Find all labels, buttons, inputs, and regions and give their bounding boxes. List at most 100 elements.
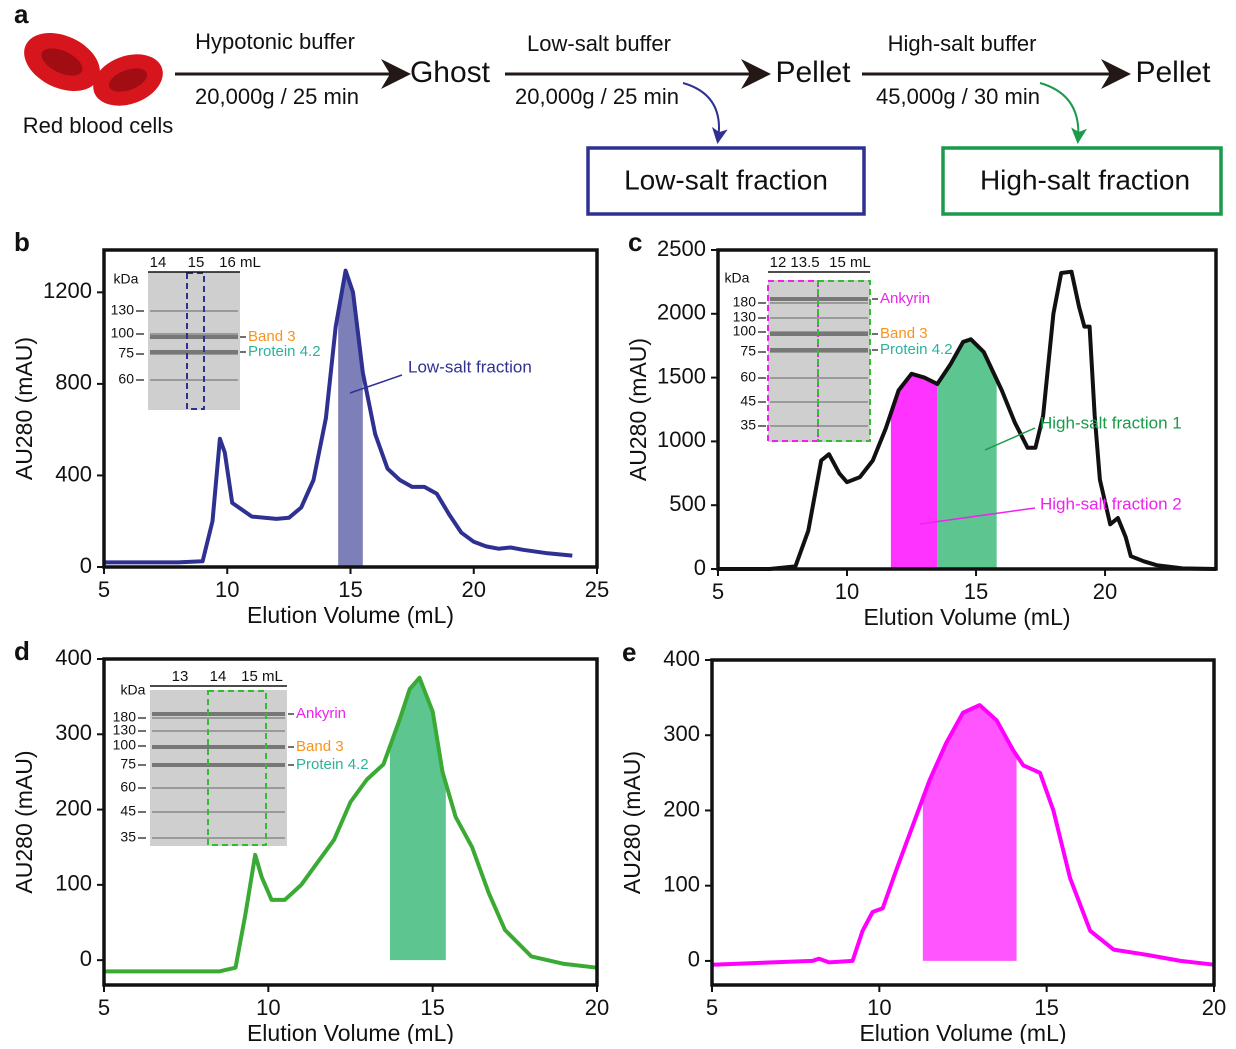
lane-label: 12 [770,254,787,271]
fraction-area [922,705,1017,961]
x-tick-label: 10 [835,579,859,604]
y-tick-label: 0 [688,947,700,972]
y-tick-label: 200 [663,796,700,821]
y-tick-label: 300 [55,720,92,745]
data-line [104,268,573,565]
y-tick-label: 0 [80,553,92,578]
x-tick-label: 15 [1034,995,1058,1020]
gel-unit: kDa [725,270,750,286]
x-tick-label: 5 [98,577,110,602]
marker-label: 45 [740,393,756,409]
marker-label: 35 [120,829,136,845]
label: High-salt buffer [888,31,1037,56]
gel [148,272,240,410]
lane-label: 14 [210,668,227,685]
leader-line [919,507,1036,525]
lane-label: 15 [188,254,205,271]
marker-label: 100 [111,325,135,341]
marker-label: 180 [733,294,757,310]
annotation: High-salt fraction 2 [1040,494,1182,513]
marker-label: 130 [113,722,137,738]
gel-unit: kDa [114,271,139,287]
x-tick-label: 10 [256,995,280,1020]
label: 20,000g / 25 min [515,84,679,109]
leader-line [984,427,1036,451]
marker-label: 60 [740,369,756,385]
y-axis-label: AU280 (mAU) [625,338,651,481]
y-tick-label: 1500 [657,363,706,388]
panel-letter: c [628,227,642,257]
marker-label: 130 [111,302,135,318]
fraction-box [186,272,205,410]
marker-label: 35 [740,417,756,433]
panel-letter: b [14,227,30,257]
chart: 5 10 15 20 25 0 400 800 1200 Elution Volume (mL) A… [11,227,609,628]
label: High-salt fraction [980,164,1190,195]
label: 20,000g / 25 min [195,84,359,109]
marker-label: 75 [740,343,756,359]
arrow [682,82,728,144]
x-tick-label: 20 [1202,995,1226,1020]
x-axis-label: Elution Volume (mL) [247,602,454,628]
x-tick-label: 5 [712,579,724,604]
x-tick-label: 25 [585,577,609,602]
data-line [718,269,1217,571]
label: Low-salt buffer [527,31,671,56]
fraction-box [207,690,267,846]
label: Hypotonic buffer [195,29,355,54]
label: Pellet [1135,56,1211,89]
lane-label: 16 mL [219,254,261,271]
y-tick-label: 100 [663,872,700,897]
chart: 5 10 15 20 0 500 1000 1500 2000 2500 Elution Volum… [625,227,1218,630]
axis-frame [716,248,1218,571]
band-label: Ankyrin [296,705,346,722]
x-tick-label: 20 [1093,579,1117,604]
data-line [104,675,598,974]
y-axis-label: AU280 (mAU) [11,337,37,480]
marker-label: 100 [733,323,757,339]
y-tick-label: 0 [694,555,706,580]
marker-label: 75 [118,345,134,361]
fraction-area [389,677,446,961]
y-axis-label: AU280 (mAU) [619,751,645,894]
band-label: Band 3 [248,328,296,345]
lane-label: 15 mL [829,254,871,271]
label: 45,000g / 30 min [876,84,1040,109]
y-tick-label: 2500 [657,236,706,261]
marker-label: 60 [120,779,136,795]
x-tick-label: 5 [98,995,110,1020]
x-tick-label: 20 [462,577,486,602]
y-tick-label: 1000 [657,427,706,452]
data-line [711,703,1215,967]
band-label: Band 3 [880,325,928,342]
y-tick-label: 100 [55,871,92,896]
axis-frame [710,658,1216,987]
marker-label: 60 [118,371,134,387]
band-label: Band 3 [296,738,344,755]
band-label: Protein 4.2 [248,343,321,360]
marker-label: 100 [113,737,137,753]
x-tick-label: 15 [964,579,988,604]
fraction-box [817,280,871,442]
box [941,146,1223,216]
gel-unit: kDa [121,682,146,698]
x-tick-label: 20 [585,995,609,1020]
annotation: High-salt fraction 1 [1040,413,1182,432]
fraction-area [937,339,997,569]
label: Ghost [410,56,491,89]
panel-letter: a [14,0,29,29]
marker-label: 45 [120,803,136,819]
scheme: a Red blood cells Hypotonic buffer 20,00… [14,0,1223,216]
band-label: Protein 4.2 [880,341,953,358]
label: Red blood cells [23,113,173,138]
marker-label: 75 [120,756,136,772]
x-axis-label: Elution Volume (mL) [859,1020,1066,1044]
leader-line [349,374,403,394]
y-tick-label: 800 [55,370,92,395]
cell-center [41,48,83,76]
y-tick-label: 400 [55,645,92,670]
box [586,146,866,216]
